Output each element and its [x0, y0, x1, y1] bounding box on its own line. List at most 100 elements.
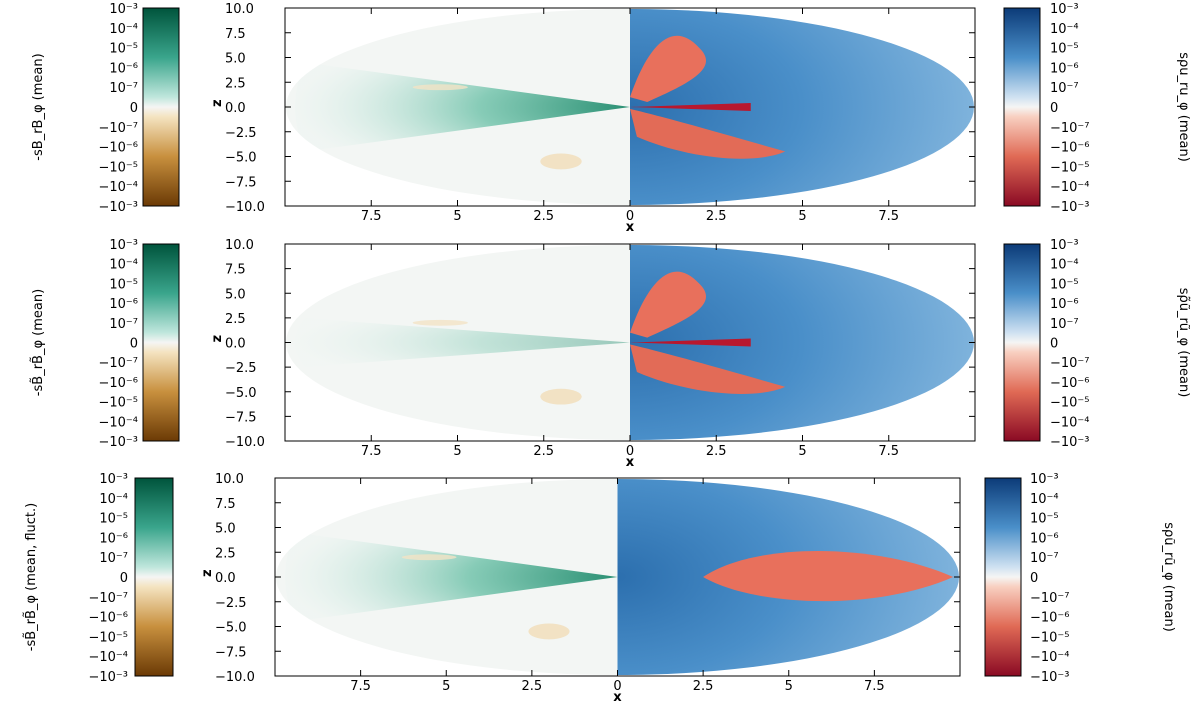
right-colorbar-tick-label: −10⁻⁷	[1050, 356, 1090, 371]
left-colorbar-tick-label: 10⁻⁷	[99, 551, 128, 566]
panel-middle: 10.0 7.5 5.0 2.5 0.0 −2.5 −5.0 −7.5 −10.0 z 7.5 5 2.…	[31, 238, 1191, 470]
x-tick-label: 0	[626, 209, 634, 224]
x-tick-label: 5	[798, 444, 806, 459]
left-colorbar-tick-label: −10⁻⁷	[98, 356, 138, 371]
left-colorbar-tick-label: 0	[120, 571, 128, 586]
left-colorbar-tick-label: −10⁻³	[98, 200, 138, 215]
x-tick-label: 2.5	[693, 679, 714, 694]
left-colorbar-tick-label: −10⁻⁴	[98, 180, 138, 195]
x-axis-label: x	[626, 220, 635, 235]
right-colorbar-tick-label: 0	[1050, 101, 1058, 116]
right-colorbar	[984, 477, 1022, 677]
left-colorbar-tick-label: −10⁻⁵	[98, 160, 138, 175]
right-colorbar-tick-label: −10⁻⁶	[1050, 376, 1090, 391]
right-colorbar-tick-label: 0	[1030, 571, 1038, 586]
left-colorbar-label: -sB̃_rB̃_φ (mean, fluct.)	[24, 503, 39, 651]
maxwell-stress-fan	[285, 532, 618, 622]
left-colorbar-tick-label: −10⁻³	[88, 670, 128, 685]
right-colorbar-tick-label: 10⁻⁷	[1030, 551, 1059, 566]
reynolds-core	[630, 338, 751, 347]
right-colorbar-tick-label: 10⁻⁵	[1050, 277, 1079, 292]
y-tick-label: 10.0	[225, 238, 254, 253]
left-colorbar-tick-label: −10⁻⁶	[88, 611, 128, 626]
left-colorbar-tick-label: 10⁻⁴	[109, 22, 138, 37]
left-colorbar-tick-label: 10⁻⁵	[109, 277, 138, 292]
x-tick-label: 7.5	[864, 679, 885, 694]
left-colorbar-tick-label: −10⁻⁷	[88, 591, 128, 606]
left-colorbar-tick-label: 10⁻⁷	[109, 81, 138, 96]
x-tick-label: 7.5	[878, 444, 899, 459]
panel-top: 10.0 7.5 5.0 2.5 0.0 −2.5 −5.0 −7.5 −10.0 z 7.5 5 2.…	[31, 2, 1191, 235]
maxwell-stress-fan	[295, 318, 630, 367]
x-tick-label: 5	[453, 444, 461, 459]
left-colorbar	[142, 7, 180, 207]
right-colorbar-tick-label: −10⁻⁴	[1030, 650, 1070, 665]
reynolds-negative-lobe-upper	[630, 35, 706, 103]
x-tick-label: 2.5	[522, 679, 543, 694]
right-colorbar-tick-label: −10⁻³	[1050, 435, 1090, 450]
negative-patch	[412, 319, 468, 326]
y-tick-label: 7.5	[215, 497, 236, 512]
panel-bottom: 10.0 7.5 5.0 2.5 0.0 −2.5 −5.0 −7.5 −10.0 z 7.5 5 2.…	[24, 472, 1176, 701]
x-tick-label: 0	[613, 679, 621, 694]
right-colorbar-tick-label: 10⁻³	[1050, 2, 1079, 17]
right-colorbar-tick-label: 10⁻⁵	[1050, 42, 1079, 57]
right-colorbar-tick-label: −10⁻⁷	[1030, 591, 1070, 606]
negative-patch	[401, 554, 457, 561]
y-tick-label: 0.0	[215, 571, 236, 586]
left-colorbar-tick-label: 10⁻⁶	[99, 531, 128, 546]
right-colorbar	[1003, 7, 1041, 207]
right-colorbar-tick-label: −10⁻⁶	[1030, 611, 1070, 626]
right-colorbar-label: sρũ_rũ_φ (mean)	[1161, 522, 1176, 632]
y-tick-label: −2.5	[215, 596, 247, 611]
disk	[276, 479, 959, 675]
left-colorbar-tick-label: 10⁻⁴	[109, 258, 138, 273]
y-tick-label: −5.0	[215, 621, 247, 636]
y-axis-label: z	[210, 335, 225, 343]
y-tick-label: −10.0	[215, 670, 255, 685]
left-colorbar-tick-label: 10⁻⁵	[99, 512, 128, 527]
y-tick-label: −5.0	[225, 386, 257, 401]
left-colorbar-tick-label: 10⁻⁴	[99, 492, 128, 507]
left-colorbar-tick-label: 0	[130, 337, 138, 352]
left-colorbar-tick-label: 10⁻⁵	[109, 42, 138, 57]
y-tick-label: 5.0	[225, 287, 246, 302]
right-colorbar-tick-label: −10⁻³	[1050, 200, 1090, 215]
right-colorbar-tick-label: −10⁻⁴	[1050, 415, 1090, 430]
negative-patch	[412, 84, 468, 91]
y-tick-label: 2.5	[225, 312, 246, 327]
y-tick-label: 2.5	[225, 76, 246, 91]
right-colorbar-tick-label: 10⁻³	[1030, 472, 1059, 487]
reynolds-core	[630, 103, 751, 111]
x-tick-label: 2.5	[533, 444, 554, 459]
maxwell-stress-fan	[295, 62, 630, 152]
disk	[286, 9, 974, 205]
x-tick-label: 5	[442, 679, 450, 694]
right-colorbar-tick-label: 10⁻³	[1050, 238, 1079, 253]
y-tick-label: 10.0	[215, 472, 244, 487]
y-tick-label: 5.0	[215, 522, 236, 537]
x-tick-label: 2.5	[706, 209, 727, 224]
left-colorbar-tick-label: 10⁻⁶	[109, 61, 138, 76]
left-colorbar-tick-label: 10⁻³	[109, 2, 138, 17]
y-tick-label: 0.0	[225, 101, 246, 116]
reynolds-negative-lobe-lower	[630, 108, 786, 159]
negative-patch	[540, 388, 582, 405]
left-colorbar-tick-label: −10⁻⁶	[98, 141, 138, 156]
y-axis-label: z	[200, 569, 215, 577]
y-tick-label: 2.5	[215, 546, 236, 561]
right-colorbar-label: sρu_ru_φ (mean)	[1176, 52, 1191, 162]
right-colorbar-tick-label: −10⁻⁵	[1050, 396, 1090, 411]
right-colorbar	[1003, 243, 1041, 442]
x-tick-label: 0	[626, 444, 634, 459]
y-tick-label: −2.5	[225, 126, 257, 141]
y-tick-label: 5.0	[225, 52, 246, 67]
disk	[286, 245, 974, 440]
right-colorbar-tick-label: −10⁻⁴	[1050, 180, 1090, 195]
right-colorbar-tick-label: 10⁻⁴	[1050, 22, 1079, 37]
right-colorbar-tick-label: −10⁻⁷	[1050, 121, 1090, 136]
left-colorbar-tick-label: 0	[130, 101, 138, 116]
left-colorbar-tick-label: −10⁻³	[98, 435, 138, 450]
negative-patch	[528, 623, 570, 640]
